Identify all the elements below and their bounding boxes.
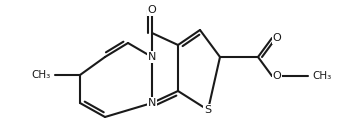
Text: N: N xyxy=(148,52,156,62)
Text: N: N xyxy=(148,98,156,108)
Text: S: S xyxy=(205,105,212,115)
Text: O: O xyxy=(273,71,281,81)
Text: O: O xyxy=(148,5,156,15)
Text: O: O xyxy=(273,33,281,43)
Text: CH₃: CH₃ xyxy=(312,71,332,81)
Text: CH₃: CH₃ xyxy=(31,70,51,80)
